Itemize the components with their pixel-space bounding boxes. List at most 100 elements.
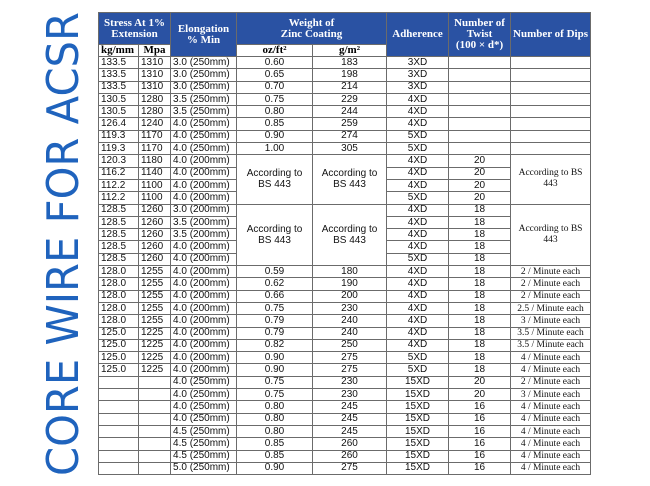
table-cell: 200 [312,289,388,303]
table-cell: According to BS 443 [510,154,592,205]
table-cell: 125.0 [98,338,139,353]
table-cell: 3.0 (250mm) [170,68,238,82]
table-cell: 116.2 [98,166,139,180]
table-cell: 20 [448,375,512,390]
table-cell: 125.0 [98,351,139,365]
table-cell: 130.5 [98,92,139,107]
table-cell: 20 [448,388,512,402]
table-cell: 20 [448,191,512,205]
table-cell: 1260 [137,252,172,267]
header-line: Twist [466,28,493,40]
table-cell: 1255 [137,289,172,303]
table-row: 128.0 1255 4.0 (200mm) 0.79 240 4XD 18 3 / Minu… [98,314,592,328]
spec-table: Stress At 1% Extension Elongation% Min We… [97,12,592,476]
table-cell: 1280 [137,105,172,119]
table-cell: 20 [448,166,512,180]
table-cell [510,92,592,107]
table-cell: 128.5 [98,228,139,242]
table-cell: 18 [448,301,512,316]
header-line: Number of [454,17,505,29]
table-cell: 0.90 [236,363,314,377]
unit-header: g/m² [312,44,388,57]
table-cell: 1.00 [236,142,314,156]
table-cell: 18 [448,240,512,254]
table-cell: 230 [312,375,388,390]
table-cell: 4.0 (250mm) [170,375,238,390]
table-row: 120.3 1180 4.0 (200mm) According to BS 443 A… [98,154,592,205]
table-cell: 1225 [137,363,172,377]
table-row: 130.5 1280 3.5 (250mm) 0.75 229 4XD [98,92,592,107]
table-cell: 4.0 (250mm) [170,388,238,402]
table-cell: 4XD [386,154,450,168]
table-cell: 119.3 [98,142,139,156]
table-cell: 4 / Minute each [510,351,592,365]
table-cell: 1225 [137,351,172,365]
table-cell: 119.3 [98,129,139,144]
table-cell: 3.5 / Minute each [510,338,592,353]
table-cell: 5.0 (250mm) [170,461,238,476]
table-cell [98,449,139,463]
table-header: Stress At 1% Extension Elongation% Min We… [97,12,592,57]
table-cell: 4XD [386,178,450,193]
table-cell: 4.0 (200mm) [170,289,238,303]
header-line: Extension [111,27,158,40]
table-cell: 4.5 (250mm) [170,449,238,463]
table-cell: 128.0 [98,265,139,279]
table-cell [98,461,139,476]
table-cell: 4.0 (200mm) [170,277,238,291]
table-cell [448,129,512,144]
table-row: 119.3 1170 4.0 (250mm) 1.00 305 5XD [98,142,592,156]
table-cell [510,55,592,70]
table-cell: 3.5 (250mm) [170,105,238,119]
table-cell: 0.66 [236,289,314,303]
table-cell [137,449,172,463]
table-cell: 112.2 [98,178,139,193]
table-cell: 1140 [137,166,172,180]
table-cell: 0.85 [236,449,314,463]
table-cell: 1170 [137,129,172,144]
table-row: 128.0 1255 4.0 (200mm) 0.62 190 4XD 18 2 / Minu… [98,277,592,291]
table-cell: 240 [312,314,388,328]
table-cell: 4.0 (200mm) [170,351,238,365]
table-cell: 240 [312,326,388,340]
table-row: 130.5 1280 3.5 (250mm) 0.80 244 4XD [98,105,592,119]
table-row: 112.2 1100 4.0 (200mm) 4XD 20 [98,178,591,193]
table-cell: 4.0 (200mm) [170,363,238,377]
table-cell [448,80,512,94]
table-cell: 3.0 (250mm) [170,80,238,94]
table-cell: 4.0 (200mm) [170,338,238,353]
table-cell: 16 [448,424,512,439]
table-cell: 18 [448,326,512,340]
table-cell: 2 / Minute each [510,277,592,291]
table-cell: 15XD [386,375,450,390]
header-line: Stress At 1% [104,16,165,29]
table-cell: 2 / Minute each [510,265,592,279]
table-cell: 5XD [386,351,450,365]
table-cell: 245 [312,400,388,414]
table-row: 5.0 (250mm) 0.90 275 15XD 16 4 / Minute each [98,461,592,476]
table-cell [448,105,512,119]
table-row: 4.5 (250mm) 0.85 260 15XD 16 4 / Minute each [98,449,592,463]
table-row: 125.0 1225 4.0 (200mm) 0.90 275 5XD 18 4 / Minu… [98,363,592,377]
table-cell: 183 [312,55,388,70]
table-cell: 3 / Minute each [510,388,592,402]
table-row: 125.0 1225 4.0 (200mm) 0.90 275 5XD 18 4 / Minu… [98,351,592,365]
table-cell: 4XD [386,314,450,328]
table-cell: According to BS 443 [312,203,388,267]
table-cell [137,400,172,414]
table-row: 128.5 1260 3.5 (200mm) 4XD 18 [98,215,591,230]
table-cell: 2 / Minute each [510,375,592,390]
table-cell: 1225 [137,326,172,340]
table-cell [448,117,512,131]
table-cell [98,400,139,414]
table-cell: 1310 [137,68,172,82]
table-cell: 275 [312,461,388,476]
table-cell: 18 [448,351,512,365]
table-cell [98,424,139,439]
table-cell: 0.90 [236,129,314,144]
table-cell [510,129,592,144]
table-cell: 16 [448,437,512,451]
table-cell: 0.75 [236,388,314,402]
table-cell: 4.0 (200mm) [170,178,238,193]
